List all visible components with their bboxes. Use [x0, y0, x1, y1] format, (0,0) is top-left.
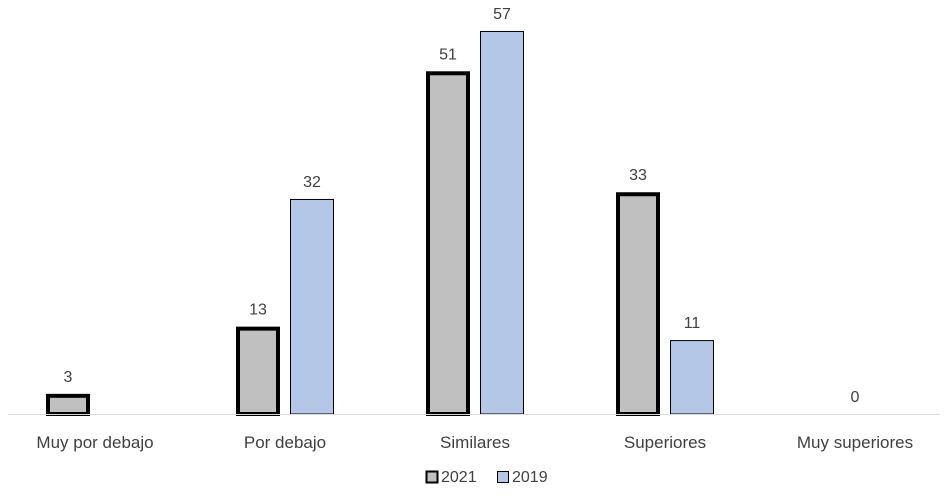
bar-2021-muy-por-debajo: [46, 393, 90, 416]
legend-swatch-2021: [425, 470, 439, 484]
data-label-2021-similares: 51: [439, 46, 457, 63]
labels-layer: 3 13 32 51 57 33 11 0 Muy por debajo Por debajo Si…: [36, 6, 913, 452]
x-tick-label-por-debajo: Por debajo: [244, 433, 326, 452]
bar-2021-superiores: [616, 192, 660, 416]
bar-2021-similares: [426, 71, 470, 416]
data-label-2021-superiores: 33: [629, 167, 647, 184]
data-label-2019-similares: 57: [493, 6, 511, 23]
data-label-2021-muy-por-debajo: 3: [64, 369, 73, 386]
x-tick-label-similares: Similares: [440, 433, 510, 452]
data-label-2021-por-debajo: 13: [249, 302, 267, 319]
legend-swatch-2019: [497, 471, 509, 483]
data-label-2019-superiores: 11: [684, 315, 701, 332]
bar-2019-similares: [480, 30, 524, 415]
bar-2021-por-debajo: [236, 326, 280, 417]
x-tick-label-muy-por-debajo: Muy por debajo: [36, 433, 153, 452]
x-tick-label-superiores: Superiores: [624, 433, 706, 452]
legend: 2021 2019: [425, 469, 548, 486]
bars-layer: [46, 30, 714, 417]
bar-2019-superiores: [670, 340, 714, 415]
legend-label-2021: 2021: [441, 469, 477, 486]
x-tick-label-muy-superiores: Muy superiores: [797, 433, 913, 452]
legend-label-2019: 2019: [512, 469, 548, 486]
bar-2019-por-debajo: [290, 198, 334, 415]
data-label-muy-superiores: 0: [851, 389, 860, 406]
data-label-2019-por-debajo: 32: [303, 174, 321, 191]
